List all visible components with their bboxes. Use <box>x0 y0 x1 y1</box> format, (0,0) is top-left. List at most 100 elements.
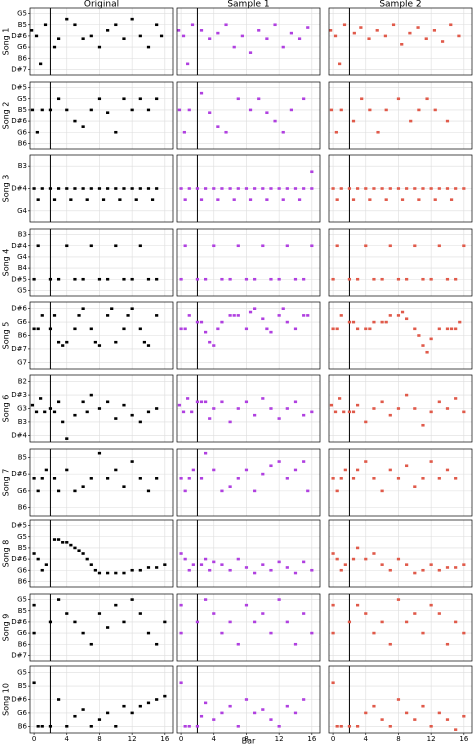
note <box>89 725 93 728</box>
song-label: Song 4 <box>2 249 11 277</box>
y-tick-label: B3 <box>18 231 27 239</box>
note <box>187 187 191 190</box>
note <box>372 187 376 190</box>
note <box>36 725 40 728</box>
note <box>204 451 208 455</box>
note <box>413 187 417 190</box>
panel-frame <box>328 7 473 76</box>
note <box>445 187 450 190</box>
note <box>57 598 61 601</box>
panel-frame <box>29 519 174 588</box>
note <box>228 277 232 281</box>
note <box>445 468 450 472</box>
note <box>57 37 61 41</box>
note <box>236 725 240 728</box>
note <box>261 472 265 476</box>
note <box>364 612 368 615</box>
note <box>261 563 265 566</box>
note <box>220 277 224 281</box>
note <box>338 397 342 400</box>
note <box>32 552 36 555</box>
note <box>240 34 244 38</box>
note <box>253 571 257 575</box>
note <box>36 489 40 493</box>
note <box>73 187 77 190</box>
note <box>106 111 110 115</box>
note <box>302 413 306 417</box>
note <box>297 37 302 41</box>
note <box>155 97 159 101</box>
note <box>187 477 191 480</box>
note <box>204 330 208 334</box>
note <box>48 620 53 624</box>
note <box>85 410 89 414</box>
y-tick-label: B6 <box>18 640 28 648</box>
note <box>364 187 368 190</box>
note <box>77 314 81 317</box>
note <box>429 563 433 566</box>
note <box>32 477 36 480</box>
note <box>331 681 335 685</box>
note <box>281 45 285 49</box>
note <box>440 40 445 43</box>
note <box>417 108 421 112</box>
panel-frame <box>29 448 174 517</box>
note <box>261 397 265 400</box>
note <box>289 108 293 112</box>
note <box>462 631 466 635</box>
note <box>261 612 265 615</box>
y-tick-label: D#4 <box>11 185 27 193</box>
note <box>199 477 204 480</box>
note <box>265 111 269 115</box>
note <box>339 725 343 728</box>
note <box>335 244 339 248</box>
note <box>130 413 134 417</box>
note <box>73 119 77 123</box>
note <box>114 468 118 472</box>
note <box>429 460 433 463</box>
note <box>106 187 110 190</box>
note <box>302 460 306 463</box>
note <box>35 130 39 134</box>
note <box>338 62 342 66</box>
note <box>269 277 273 281</box>
note <box>65 437 69 440</box>
note <box>195 400 200 404</box>
note <box>302 612 306 615</box>
note <box>396 698 401 701</box>
note <box>220 489 224 493</box>
note <box>190 23 195 27</box>
song-label: Song 3 <box>2 175 11 203</box>
x-tick-label: 8 <box>396 735 400 743</box>
note <box>244 400 249 404</box>
note <box>212 407 216 410</box>
note <box>342 23 347 27</box>
note <box>65 244 69 248</box>
note <box>69 198 73 201</box>
note <box>146 566 151 569</box>
note <box>396 477 401 480</box>
note <box>122 485 126 488</box>
y-tick-label: D#4 <box>11 242 27 250</box>
note <box>285 244 289 248</box>
note <box>405 620 409 624</box>
note <box>32 277 36 281</box>
song-label: Song 6 <box>2 395 11 423</box>
x-tick-label: 4 <box>65 735 70 743</box>
note <box>114 23 118 27</box>
note <box>89 34 93 38</box>
note <box>356 327 360 331</box>
y-tick-label: G7 <box>17 358 27 366</box>
note <box>73 489 77 493</box>
y-tick-label: G6 <box>17 629 27 637</box>
note <box>417 334 421 337</box>
note <box>40 568 44 572</box>
note <box>199 714 204 718</box>
note <box>57 489 61 493</box>
note <box>277 314 281 317</box>
note <box>253 187 257 190</box>
note <box>388 314 392 317</box>
note <box>335 489 339 493</box>
note <box>368 198 372 201</box>
note <box>36 327 40 331</box>
